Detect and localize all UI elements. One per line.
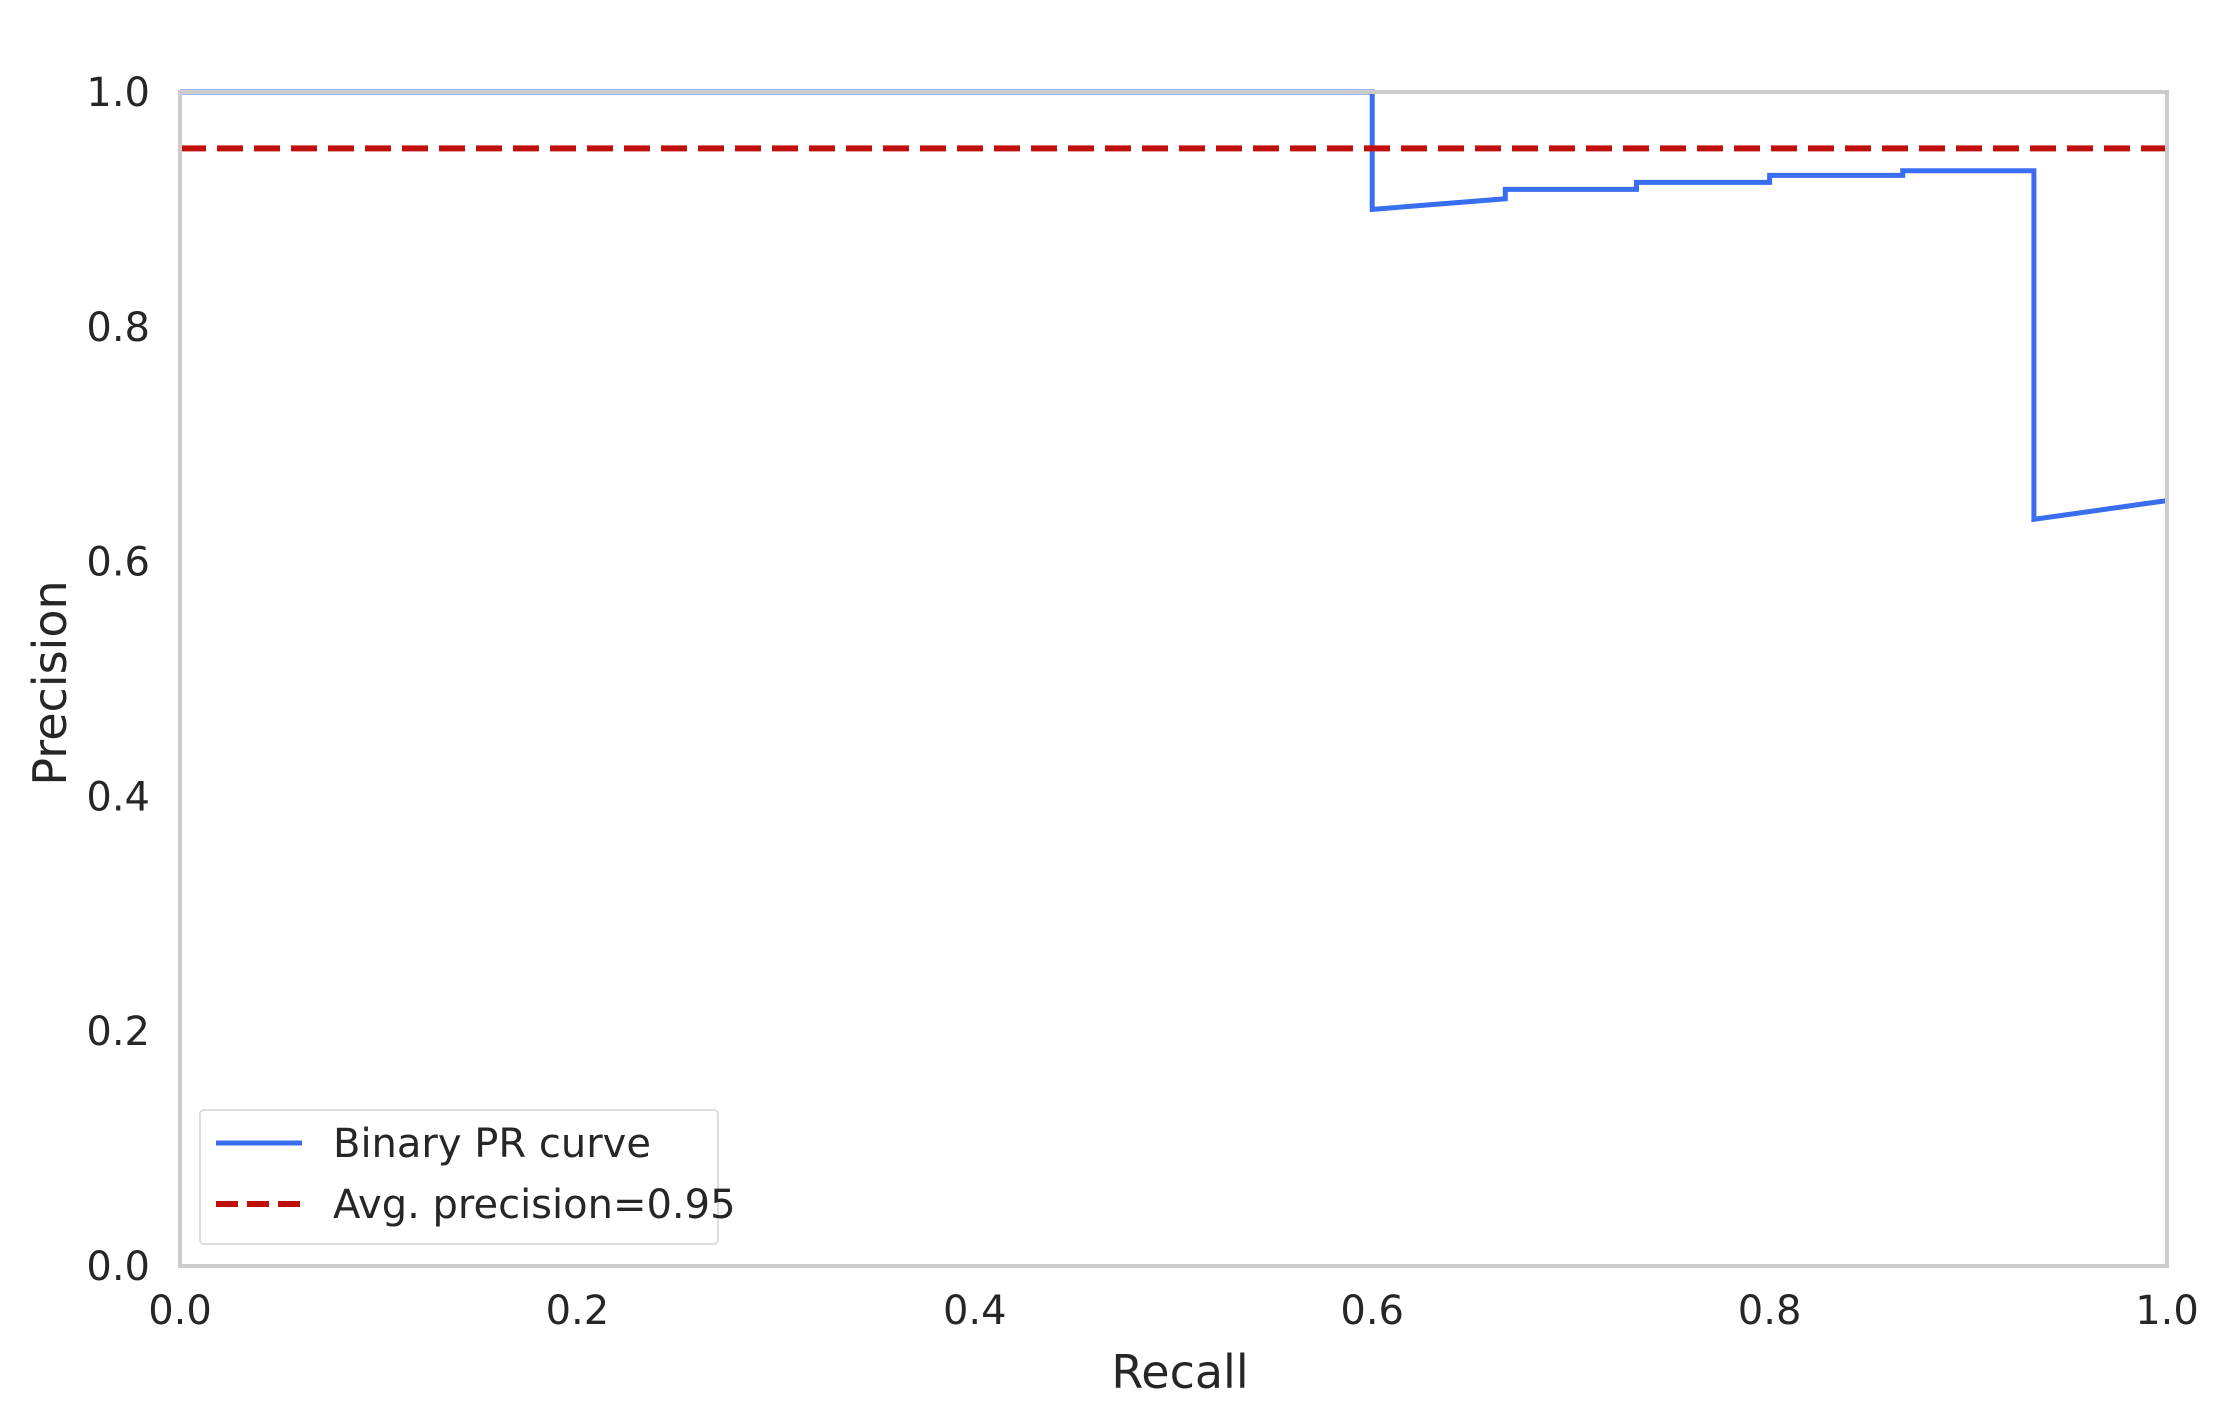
x-tick-label: 0.8: [1738, 1288, 1802, 1334]
x-tick-label: 0.0: [148, 1288, 212, 1334]
x-tick-label: 1.0: [2135, 1288, 2199, 1334]
y-tick-label: 0.8: [86, 305, 150, 351]
plot-frame: [178, 90, 2169, 1268]
legend-label: Avg. precision=0.95: [333, 1182, 736, 1228]
y-axis-label: Precision: [23, 580, 77, 785]
y-tick-label: 0.0: [86, 1244, 150, 1290]
legend-label: Binary PR curve: [333, 1121, 651, 1167]
plot-area: [178, 89, 2169, 1268]
x-axis-label: Recall: [1111, 1345, 1248, 1399]
legend: Binary PR curve Avg. precision=0.95: [199, 1109, 736, 1245]
pr-curve-line: [180, 89, 2168, 523]
y-tick-label: 0.6: [86, 540, 150, 586]
y-tick-label: 0.4: [86, 774, 150, 820]
x-tick-label: 0.6: [1340, 1288, 1404, 1334]
y-tick-label: 1.0: [86, 70, 150, 116]
x-tick-label: 0.2: [546, 1288, 610, 1334]
legend-box: [199, 1109, 719, 1245]
x-axis-ticks: 0.0 0.2 0.4 0.6 0.8 1.0: [148, 1288, 2199, 1334]
y-axis-ticks: 0.0 0.2 0.4 0.6 0.8 1.0: [86, 70, 150, 1290]
x-tick-label: 0.4: [943, 1288, 1007, 1334]
y-tick-label: 0.2: [86, 1009, 150, 1055]
